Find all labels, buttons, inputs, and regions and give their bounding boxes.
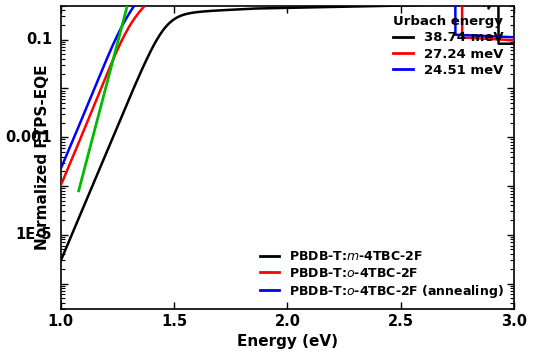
Legend: PBDB-T:$m$-4TBC-2F, PBDB-T:$o$-4TBC-2F, PBDB-T:$o$-4TBC-2F (annealing): PBDB-T:$m$-4TBC-2F, PBDB-T:$o$-4TBC-2F, …: [260, 251, 504, 300]
Text: 0.001: 0.001: [5, 130, 52, 145]
Y-axis label: Normalized FTPS-EQE: Normalized FTPS-EQE: [35, 65, 50, 250]
Text: 1E-5: 1E-5: [15, 227, 52, 242]
X-axis label: Energy (eV): Energy (eV): [237, 334, 338, 349]
Text: 0.1: 0.1: [26, 32, 52, 47]
